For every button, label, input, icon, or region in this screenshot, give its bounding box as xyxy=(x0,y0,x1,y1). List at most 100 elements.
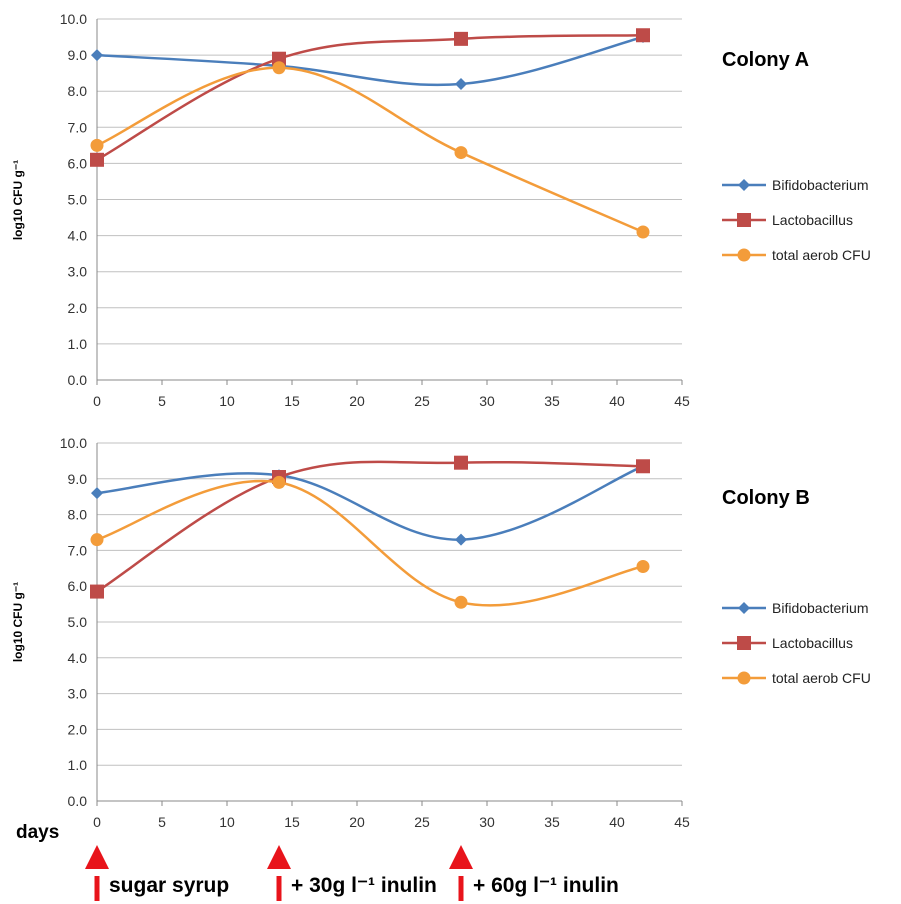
x-tick-label: 5 xyxy=(158,393,166,409)
legend-label: total aerob CFU xyxy=(772,247,871,263)
data-point xyxy=(454,31,468,46)
x-tick-label: 10 xyxy=(219,814,235,830)
y-tick-label: 0.0 xyxy=(68,372,88,388)
x-tick-label: 25 xyxy=(414,814,430,830)
series-line xyxy=(96,33,644,161)
legend: Bifidobacterium Lactobacillus total aerob … xyxy=(722,600,871,686)
series-bifidobacterium xyxy=(91,31,649,90)
series-lactobacillus xyxy=(90,28,650,167)
data-point xyxy=(272,61,286,75)
data-point xyxy=(91,49,103,62)
x-tick-label: 35 xyxy=(544,814,560,830)
data-point xyxy=(636,225,650,239)
series-lactobacillus xyxy=(90,455,650,599)
chart-colony-b: 0.0 1.0 2.0 3.0 4.0 5.0 6.0 7.0 8.0 9.0 10.0 0 5 10 15… xyxy=(11,435,871,830)
y-tick-label: 4.0 xyxy=(68,228,88,244)
arrow-head xyxy=(267,845,291,869)
data-point xyxy=(454,146,468,160)
red-arrow-icon xyxy=(85,845,109,901)
legend-marker xyxy=(737,213,751,227)
y-axis-label: log10 CFU g⁻¹ xyxy=(11,582,25,662)
annotation-label: + 60g l⁻¹ inulin xyxy=(473,874,619,897)
series-line xyxy=(96,479,644,607)
legend-label: Lactobacillus xyxy=(772,635,853,651)
x-tick-label: 15 xyxy=(284,393,300,409)
x-tick-label: 35 xyxy=(544,393,560,409)
x-tick-label: 15 xyxy=(284,814,300,830)
y-tick-label: 2.0 xyxy=(68,300,88,316)
x-tick-label: 10 xyxy=(219,393,235,409)
legend-label: total aerob CFU xyxy=(772,670,871,686)
y-axis-label: log10 CFU g⁻¹ xyxy=(11,160,25,240)
y-tick-label: 0.0 xyxy=(68,793,88,809)
y-tick-label: 6.0 xyxy=(68,578,88,594)
data-point xyxy=(636,28,650,43)
x-tick-label: 30 xyxy=(479,393,495,409)
y-tick-label: 10.0 xyxy=(60,11,87,27)
y-tick-label: 4.0 xyxy=(68,650,88,666)
y-tick-label: 1.0 xyxy=(68,757,88,773)
data-point xyxy=(272,51,286,66)
data-point xyxy=(90,584,104,599)
y-tick-label: 2.0 xyxy=(68,721,88,737)
data-point xyxy=(90,152,104,167)
x-tick-label: 40 xyxy=(609,814,625,830)
data-point xyxy=(91,487,103,500)
data-point xyxy=(454,595,468,609)
legend-marker xyxy=(738,179,750,191)
legend-marker xyxy=(737,671,751,685)
y-tick-label: 6.0 xyxy=(68,155,88,171)
y-tick-label: 3.0 xyxy=(68,686,88,702)
chart-title: Colony B xyxy=(722,487,810,509)
x-tick-label: 20 xyxy=(349,393,365,409)
legend-label: Bifidobacterium xyxy=(772,177,869,193)
data-point xyxy=(90,533,104,547)
y-tick-label: 3.0 xyxy=(68,264,88,280)
red-arrow-icon xyxy=(267,845,291,901)
y-tick-label: 7.0 xyxy=(68,119,88,135)
legend-label: Lactobacillus xyxy=(772,212,853,228)
series-line xyxy=(96,66,644,234)
y-tick-label: 8.0 xyxy=(68,83,88,99)
red-arrow-icon xyxy=(449,845,473,901)
days-label: days xyxy=(16,822,59,843)
y-tick-label: 1.0 xyxy=(68,336,88,352)
series-line xyxy=(96,460,644,593)
legend-marker xyxy=(737,248,751,262)
x-tick-label: 0 xyxy=(93,393,101,409)
arrow-head xyxy=(449,845,473,869)
x-tick-label: 25 xyxy=(414,393,430,409)
series-line xyxy=(96,35,644,87)
y-tick-label: 9.0 xyxy=(68,47,88,63)
y-tick-label: 5.0 xyxy=(68,192,88,208)
annotations: days sugar syrup + 30g l⁻¹ inulin + 60g l⁻¹… xyxy=(16,822,619,901)
series-total-aerob-cfu xyxy=(90,475,650,609)
series-total-aerob-cfu xyxy=(90,61,650,239)
x-tick-label: 0 xyxy=(93,814,101,830)
chart-title: Colony A xyxy=(722,49,809,71)
series-line xyxy=(96,465,644,541)
chart-colony-a: 0.0 1.0 2.0 3.0 4.0 5.0 6.0 7.0 8.0 9.0 10.0 0 5 10 15… xyxy=(11,11,871,409)
y-tick-label: 5.0 xyxy=(68,614,88,630)
x-tick-label: 20 xyxy=(349,814,365,830)
annotation-label: + 30g l⁻¹ inulin xyxy=(291,874,437,897)
data-point xyxy=(90,138,104,152)
data-point xyxy=(272,475,286,489)
y-tick-label: 7.0 xyxy=(68,542,88,558)
x-tick-label: 5 xyxy=(158,814,166,830)
legend-marker xyxy=(737,636,751,650)
legend-marker xyxy=(738,602,750,614)
data-point xyxy=(636,459,650,474)
x-tick-label: 30 xyxy=(479,814,495,830)
data-point xyxy=(455,77,467,90)
x-tick-label: 45 xyxy=(674,814,690,830)
y-tick-label: 10.0 xyxy=(60,435,87,451)
data-point xyxy=(636,560,650,574)
x-tick-label: 40 xyxy=(609,393,625,409)
y-tick-label: 9.0 xyxy=(68,471,88,487)
legend-label: Bifidobacterium xyxy=(772,600,869,616)
annotation-label: sugar syrup xyxy=(109,874,229,897)
legend: Bifidobacterium Lactobacillus total aerob … xyxy=(722,177,871,263)
arrow-head xyxy=(85,845,109,869)
